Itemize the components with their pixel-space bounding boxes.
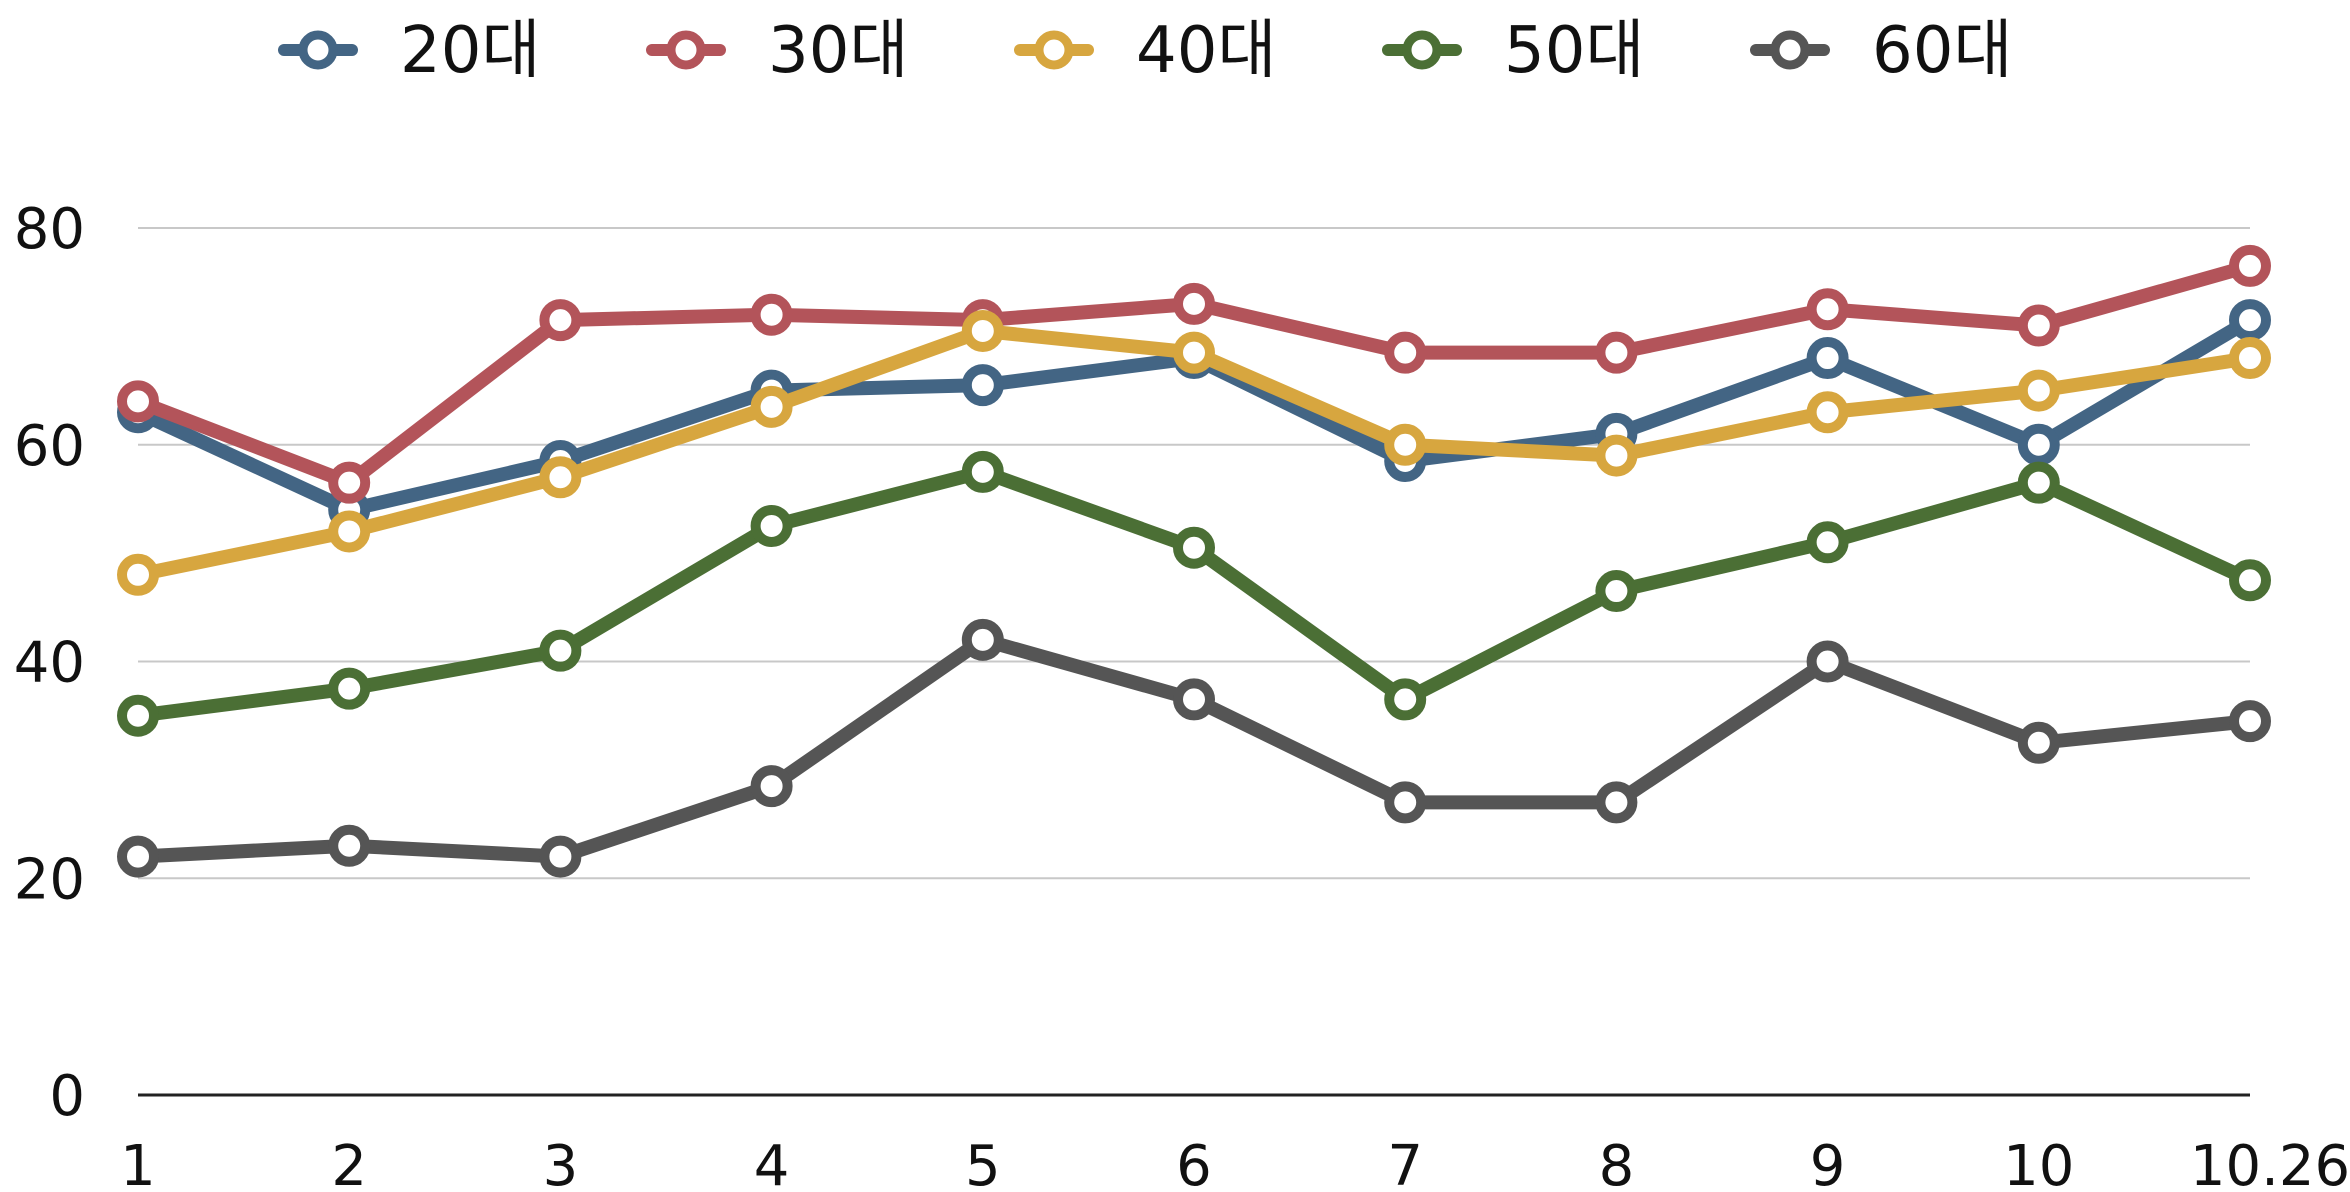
- y-axis: 0 20 40 60 80: [14, 197, 85, 1129]
- data-point: [328, 510, 371, 553]
- x-tick-label: 10.26: [2190, 1134, 2350, 1192]
- legend-item: 50대: [1382, 14, 1644, 88]
- data-point: [1595, 331, 1638, 374]
- data-point: [2017, 369, 2060, 412]
- y-tick-label: 20: [14, 847, 85, 912]
- legend-item: 60대: [1750, 14, 2012, 88]
- data-point: [1806, 391, 1849, 434]
- legend-swatch-marker: [666, 30, 706, 70]
- legend-label: 50대: [1504, 14, 1644, 88]
- legend-swatch-marker: [298, 30, 338, 70]
- x-axis: 1 2 3 4 5 6 7 8 9 10 10.26: [120, 1134, 2350, 1192]
- data-point: [117, 694, 159, 737]
- data-point: [1806, 640, 1849, 683]
- y-tick-label: 40: [14, 631, 85, 696]
- data-point: [2229, 559, 2271, 602]
- series-3: [117, 309, 2271, 596]
- data-point: [1595, 781, 1638, 824]
- data-point: [117, 553, 159, 596]
- legend-swatch-marker: [1770, 30, 1810, 70]
- data-point: [2017, 461, 2060, 504]
- data-point: [1806, 521, 1849, 564]
- data-point: [750, 765, 793, 808]
- data-point: [961, 309, 1004, 352]
- data-point: [1806, 337, 1849, 380]
- data-point: [961, 450, 1004, 493]
- x-tick-label: 8: [1599, 1134, 1635, 1192]
- data-point: [1173, 678, 1215, 721]
- gridlines: [138, 227, 2250, 1097]
- data-point: [1173, 526, 1215, 569]
- x-tick-label: 2: [331, 1134, 367, 1192]
- series-2: [117, 244, 2271, 504]
- series-5: [117, 618, 2271, 878]
- legend-label: 20대: [400, 14, 540, 88]
- data-point: [328, 824, 371, 867]
- data-point: [117, 835, 159, 878]
- data-point: [2229, 700, 2271, 743]
- data-point: [2229, 337, 2271, 380]
- data-point: [1384, 331, 1427, 374]
- data-point: [1384, 678, 1427, 721]
- data-point: [1595, 570, 1638, 613]
- data-point: [2017, 721, 2060, 764]
- legend: 20대 30대 40대 50대 60대: [278, 14, 2012, 88]
- data-point: [539, 629, 582, 672]
- data-point: [539, 299, 582, 342]
- data-point: [2229, 299, 2271, 342]
- data-point: [1384, 423, 1427, 466]
- y-tick-label: 80: [14, 197, 85, 262]
- data-point: [1173, 331, 1215, 374]
- data-point: [1173, 282, 1215, 325]
- data-point: [2229, 244, 2271, 287]
- legend-item: 40대: [1014, 14, 1276, 88]
- legend-item: 20대: [278, 14, 540, 88]
- data-point: [539, 835, 582, 878]
- x-tick-label: 10: [2003, 1134, 2074, 1192]
- legend-swatch-marker: [1034, 30, 1074, 70]
- data-point: [539, 456, 582, 499]
- data-point: [2017, 423, 2060, 466]
- data-point: [961, 618, 1004, 661]
- legend-label: 60대: [1872, 14, 2012, 88]
- data-point: [750, 293, 793, 336]
- legend-swatch-marker: [1402, 30, 1442, 70]
- data-point: [750, 385, 793, 428]
- legend-label: 30대: [768, 14, 908, 88]
- x-tick-label: 9: [1810, 1134, 1846, 1192]
- data-point: [1384, 781, 1427, 824]
- data-point: [328, 667, 371, 710]
- data-point: [328, 461, 371, 504]
- data-point: [1595, 434, 1638, 477]
- legend-item: 30대: [646, 14, 908, 88]
- data-point: [117, 380, 159, 423]
- x-tick-label: 7: [1387, 1134, 1423, 1192]
- x-tick-label: 4: [754, 1134, 790, 1192]
- data-point: [750, 505, 793, 548]
- x-tick-label: 3: [543, 1134, 579, 1192]
- data-point: [1806, 288, 1849, 331]
- y-tick-label: 60: [14, 414, 85, 479]
- x-tick-label: 1: [120, 1134, 156, 1192]
- x-tick-label: 5: [965, 1134, 1001, 1192]
- data-point: [2017, 304, 2060, 347]
- data-point: [961, 364, 1004, 407]
- series-4: [117, 450, 2271, 737]
- series-group: [117, 244, 2271, 878]
- y-tick-label: 0: [49, 1064, 85, 1129]
- legend-label: 40대: [1136, 14, 1276, 88]
- x-tick-label: 6: [1176, 1134, 1212, 1192]
